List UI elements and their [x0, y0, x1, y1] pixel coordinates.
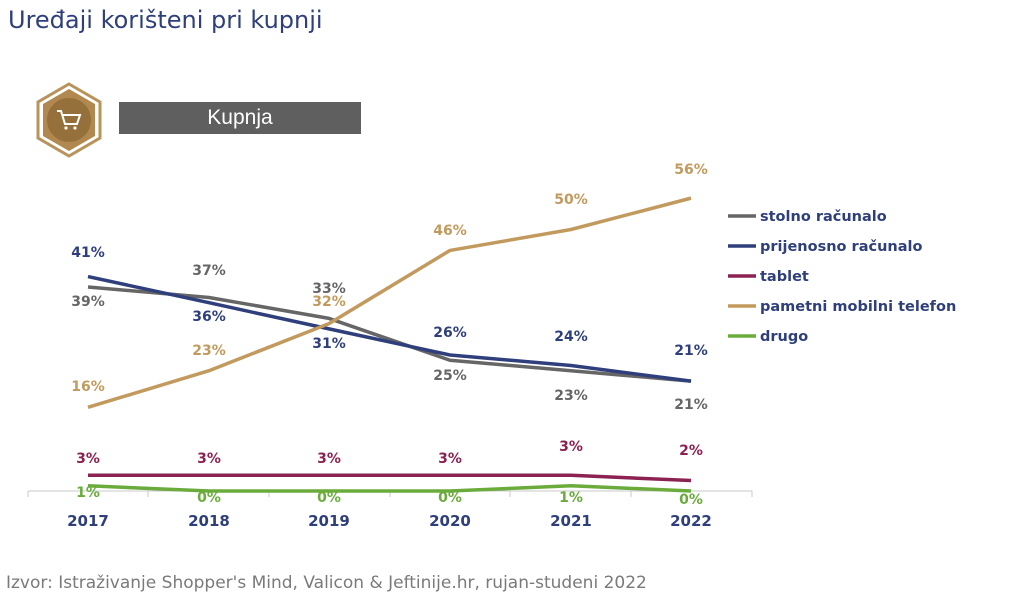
- legend-entry: stolno računalo: [760, 209, 887, 225]
- data-label: 25%: [433, 368, 467, 384]
- legend-entry: tablet: [760, 269, 809, 285]
- data-label: 31%: [312, 336, 346, 352]
- data-label: 46%: [433, 223, 467, 239]
- data-label: 0%: [438, 490, 462, 506]
- data-label: 33%: [312, 281, 346, 297]
- x-tick-label: 2021: [550, 512, 592, 530]
- x-tick-label: 2017: [67, 512, 109, 530]
- x-tick-label: 2020: [429, 512, 471, 530]
- line-chart: 2017 2018 2019 2020 2021 2022 39% 37% 33% 25% 23% 2…: [27, 162, 956, 530]
- data-label: 50%: [554, 192, 588, 208]
- category-banner: Kupnja: [119, 102, 361, 134]
- data-label: 3%: [197, 451, 221, 467]
- data-label: 2%: [679, 443, 703, 459]
- chart-title: Uređaji korišteni pri kupnji: [8, 6, 323, 34]
- data-label: 41%: [71, 245, 105, 261]
- series-line-0: [87, 285, 692, 383]
- data-label: 23%: [554, 388, 588, 404]
- data-label: 16%: [71, 379, 105, 395]
- data-label: 3%: [76, 451, 100, 467]
- data-label: 0%: [317, 490, 341, 506]
- legend-entry: prijenosno računalo: [760, 239, 922, 255]
- data-label: 0%: [197, 490, 221, 506]
- legend-entry: drugo: [760, 329, 808, 345]
- data-label: 3%: [317, 451, 341, 467]
- data-label: 0%: [679, 492, 703, 508]
- data-label: 21%: [674, 343, 708, 359]
- data-label: 37%: [192, 263, 226, 279]
- source-note: Izvor: Istraživanje Shopper's Mind, Vali…: [6, 573, 647, 593]
- data-label: 39%: [71, 294, 105, 310]
- x-tick-label: 2018: [188, 512, 230, 530]
- data-label: 26%: [433, 325, 467, 341]
- series-line-2: [88, 473, 692, 483]
- data-label: 1%: [559, 490, 583, 506]
- data-label: 32%: [312, 294, 346, 310]
- legend-entry: pametni mobilni telefon: [760, 299, 956, 315]
- x-tick-label: 2019: [308, 512, 350, 530]
- data-label: 3%: [559, 439, 583, 455]
- x-tick-label: 2022: [670, 512, 712, 530]
- data-label: 1%: [76, 485, 100, 501]
- data-label: 56%: [674, 162, 708, 178]
- series-line-4: [87, 484, 692, 493]
- series-line-3: [87, 196, 692, 409]
- series-line-1: [87, 274, 692, 383]
- data-label: 23%: [192, 343, 226, 359]
- data-label: 3%: [438, 451, 462, 467]
- shopping-cart-icon: [36, 82, 102, 162]
- data-label: 36%: [192, 309, 226, 325]
- data-label: 24%: [554, 329, 588, 345]
- data-label: 21%: [674, 397, 708, 413]
